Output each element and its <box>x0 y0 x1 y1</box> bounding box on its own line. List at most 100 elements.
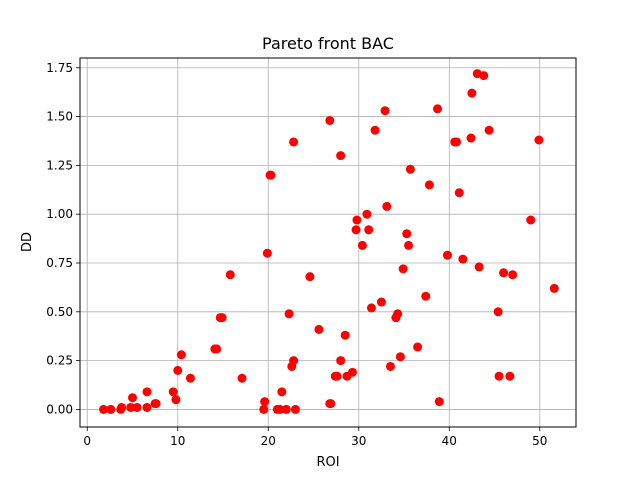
data-point <box>305 272 315 282</box>
data-point <box>185 373 195 383</box>
data-point <box>176 350 186 360</box>
data-point <box>336 356 346 366</box>
data-point <box>405 164 415 174</box>
data-point <box>266 170 276 180</box>
data-point <box>336 151 346 161</box>
data-point <box>526 215 536 225</box>
data-point <box>494 371 504 381</box>
data-point <box>402 229 412 239</box>
data-point <box>217 313 227 323</box>
data-point <box>366 303 376 313</box>
data-point <box>505 371 515 381</box>
data-point <box>393 309 403 319</box>
data-point <box>442 250 452 260</box>
data-point <box>534 135 544 145</box>
data-point <box>325 115 335 125</box>
data-point <box>376 297 386 307</box>
plot-frame <box>79 57 577 428</box>
data-point <box>275 404 285 414</box>
data-point <box>171 395 181 405</box>
data-point <box>212 344 222 354</box>
data-point <box>404 240 414 250</box>
data-point <box>452 137 462 147</box>
data-point <box>421 291 431 301</box>
data-point <box>352 215 362 225</box>
data-point <box>382 201 392 211</box>
data-point <box>380 106 390 116</box>
data-point <box>433 104 443 114</box>
y-tick-label: 0.75 <box>46 256 73 270</box>
data-point <box>132 402 142 412</box>
data-point <box>395 352 405 362</box>
y-tick-label: 0.00 <box>46 402 73 416</box>
data-point <box>467 88 477 98</box>
data-point <box>479 71 489 81</box>
data-point <box>499 268 509 278</box>
y-tick-label: 1.25 <box>46 158 73 172</box>
data-point <box>260 397 270 407</box>
data-point <box>413 342 423 352</box>
x-tick-label: 50 <box>532 434 547 448</box>
data-point <box>168 387 178 397</box>
x-tick-label: 30 <box>351 434 366 448</box>
data-point <box>117 402 127 412</box>
data-point <box>347 367 357 377</box>
data-point <box>106 404 116 414</box>
data-point <box>173 365 183 375</box>
data-point <box>126 402 136 412</box>
data-points <box>99 69 559 414</box>
y-tick-label: 1.75 <box>46 61 73 75</box>
y-tick-label: 1.50 <box>46 110 73 124</box>
data-point <box>493 307 503 317</box>
data-point <box>362 209 372 219</box>
data-point <box>364 225 374 235</box>
x-tick-label: 40 <box>442 434 457 448</box>
y-axis-label: DD <box>20 232 35 252</box>
data-point <box>284 309 294 319</box>
data-point <box>434 397 444 407</box>
x-tick-label: 10 <box>170 434 185 448</box>
x-tick-label: 20 <box>261 434 276 448</box>
data-point <box>326 399 336 409</box>
data-point <box>259 404 269 414</box>
y-tick-label: 1.00 <box>46 207 73 221</box>
data-point <box>466 133 476 143</box>
data-point <box>99 404 109 414</box>
data-point <box>370 125 380 135</box>
data-point <box>357 240 367 250</box>
data-point <box>454 188 464 198</box>
data-point <box>424 180 434 190</box>
data-point <box>142 402 152 412</box>
data-point <box>237 373 247 383</box>
data-point <box>340 330 350 340</box>
data-point <box>398 264 408 274</box>
data-point <box>314 324 324 334</box>
data-point <box>484 125 494 135</box>
data-point <box>225 270 235 280</box>
data-point <box>332 371 342 381</box>
x-axis-label: ROI <box>316 455 339 470</box>
data-point <box>262 248 272 258</box>
data-point <box>474 262 484 272</box>
y-tick-label: 0.50 <box>46 305 73 319</box>
y-ticks: 0.00 0.25 0.50 0.75 1.00 1.25 1.50 1.75 <box>46 61 80 416</box>
x-ticks: 0 10 20 30 40 50 <box>83 427 547 448</box>
data-point <box>289 356 299 366</box>
data-point <box>385 361 395 371</box>
y-tick-label: 0.25 <box>46 354 73 368</box>
data-point <box>549 283 559 293</box>
chart-title: Pareto front BAC <box>262 34 394 53</box>
data-point <box>351 225 361 235</box>
data-point <box>508 270 518 280</box>
data-point <box>458 254 468 264</box>
data-point <box>151 399 161 409</box>
data-point <box>289 137 299 147</box>
data-point <box>127 393 137 403</box>
x-tick-label: 0 <box>83 434 91 448</box>
data-point <box>290 404 300 414</box>
data-point <box>281 404 291 414</box>
data-point <box>277 387 287 397</box>
data-point <box>142 387 152 397</box>
